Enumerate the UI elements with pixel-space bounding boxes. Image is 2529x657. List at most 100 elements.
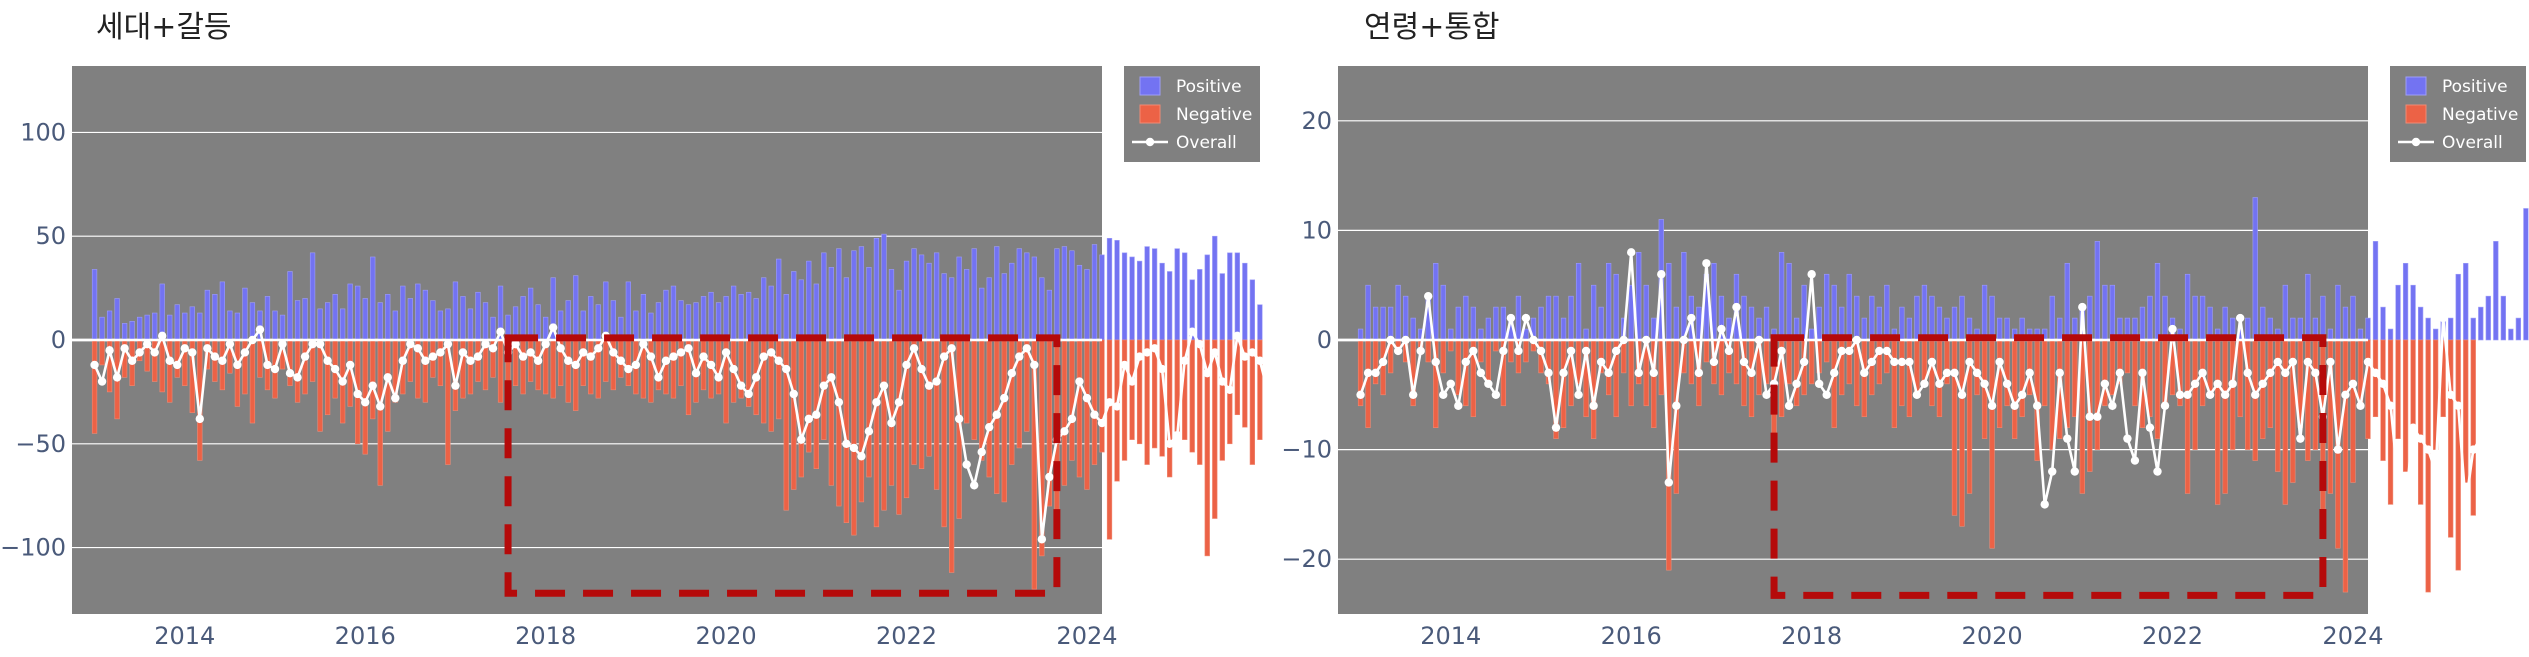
positive-bar: [2433, 328, 2439, 341]
positive-bar: [1493, 306, 1499, 341]
negative-bar: [896, 339, 902, 515]
positive-bar: [1410, 317, 1416, 341]
positive-bar: [2425, 317, 2431, 341]
positive-bar: [798, 279, 804, 341]
negative-bar: [1786, 339, 1792, 385]
negative-bar: [302, 339, 308, 395]
negative-bar: [678, 339, 684, 386]
y-tick-label: 50: [35, 222, 66, 250]
overall-point: [2153, 467, 2162, 476]
overall-point: [1476, 368, 1486, 378]
overall-point: [639, 339, 648, 349]
positive-bar: [708, 291, 714, 341]
negative-bar: [249, 339, 256, 424]
overall-point: [661, 356, 671, 365]
positive-bar: [979, 287, 985, 341]
overall-point: [2311, 368, 2320, 378]
overall-point: [2446, 390, 2455, 399]
positive-bar: [911, 248, 917, 341]
positive-bar: [129, 321, 135, 341]
negative-bar: [806, 339, 812, 453]
positive-bar: [670, 285, 677, 341]
overall-point: [135, 348, 144, 357]
overall-point: [1792, 379, 1801, 389]
positive-bar: [302, 298, 308, 341]
overall-point: [2243, 368, 2252, 378]
positive-bar: [1583, 328, 1589, 341]
x-tick-label: 2014: [154, 622, 215, 650]
negative-bar: [700, 339, 707, 391]
positive-bar: [2245, 317, 2251, 341]
annotation-dashed-box: [1770, 334, 2327, 599]
overall-point: [947, 344, 956, 353]
negative-bar: [2342, 339, 2349, 593]
negative-bar: [776, 339, 782, 420]
positive-bar: [1440, 284, 1446, 341]
positive-bar: [2184, 273, 2191, 341]
overall-point: [195, 414, 205, 424]
positive-bar: [1039, 277, 1045, 341]
chart-title: 연령+통합: [1364, 10, 1500, 45]
overall-point: [1015, 352, 1024, 361]
negative-bar: [2215, 339, 2221, 505]
overall-point: [819, 381, 829, 390]
positive-bar: [1568, 295, 1574, 341]
positive-bar: [610, 300, 616, 341]
chart-panel-right: 연령+통합 −20 −10 0 10 20 2014 2016 2018 2020 2022 202…: [1264, 0, 2529, 657]
overall-point: [1225, 385, 1235, 395]
positive-bar: [730, 285, 737, 341]
negative-bar: [986, 339, 992, 478]
overall-point: [1172, 431, 1182, 440]
negative-bar: [1996, 339, 2003, 428]
overall-point: [2213, 379, 2222, 389]
positive-bar: [1824, 273, 1830, 341]
positive-bar: [595, 304, 601, 341]
legend-swatch-overall-point: [1145, 137, 1155, 147]
overall-point: [1784, 401, 1794, 410]
negative-bar: [497, 339, 504, 403]
overall-point: [1822, 390, 1831, 399]
overall-point: [969, 481, 979, 490]
negative-bar: [1718, 339, 1725, 396]
negative-bar: [1455, 339, 1461, 396]
positive-bar: [1606, 262, 1612, 341]
overall-point: [353, 389, 362, 399]
overall-point: [909, 344, 919, 353]
negative-bar: [1974, 339, 1980, 396]
negative-bar: [1242, 339, 1248, 428]
negative-bar: [2027, 339, 2033, 396]
overall-point: [1739, 357, 1749, 367]
positive-bar: [2297, 317, 2303, 341]
overall-point: [1852, 335, 1861, 345]
overall-point: [1408, 390, 1418, 399]
positive-bar: [1242, 262, 1248, 341]
overall-point: [1717, 324, 1726, 334]
overall-point: [556, 344, 565, 353]
overall-point: [1371, 368, 1380, 378]
positive-bar: [663, 289, 669, 341]
overall-point: [932, 377, 941, 386]
positive-bar: [2199, 295, 2206, 341]
positive-bar: [2147, 295, 2153, 341]
overall-point: [751, 373, 761, 382]
overall-point: [782, 364, 791, 374]
positive-bar: [309, 252, 316, 341]
positive-bar: [1681, 252, 1687, 341]
negative-bar: [715, 339, 722, 395]
overall-line: [93, 324, 1264, 540]
overall-point: [466, 356, 475, 365]
positive-bar: [1613, 273, 1619, 341]
positive-bar: [971, 248, 977, 341]
positive-bar: [1809, 328, 1815, 341]
positive-bar: [1959, 295, 1965, 341]
positive-bar: [1455, 306, 1461, 341]
negative-bar: [2192, 339, 2198, 450]
overall-point: [2393, 478, 2403, 487]
overall-point: [1845, 346, 1854, 356]
positive-bar: [1024, 252, 1030, 341]
positive-bar: [392, 310, 398, 341]
positive-bar: [1084, 269, 1090, 341]
overall-point: [218, 356, 227, 365]
negative-bar: [2282, 339, 2288, 505]
overall-point: [759, 352, 768, 361]
